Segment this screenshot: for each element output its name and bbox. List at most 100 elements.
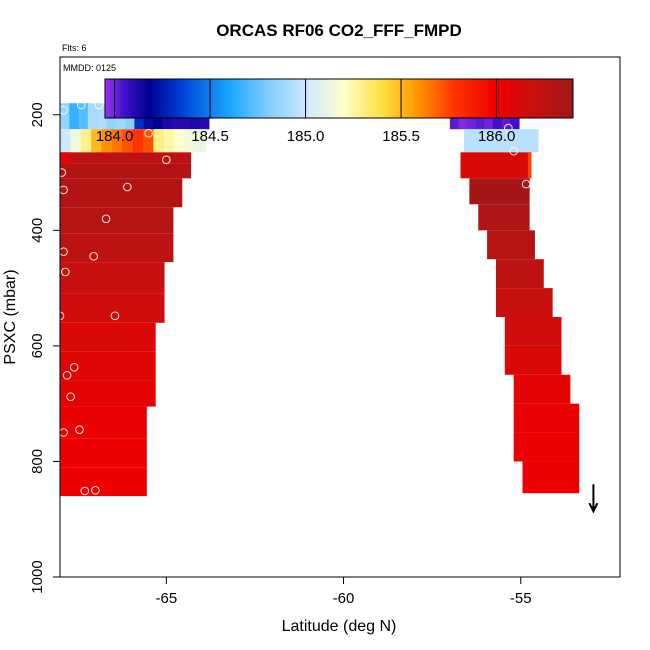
heat-cell	[464, 129, 539, 153]
sample-point	[76, 100, 86, 110]
sample-point	[123, 182, 132, 192]
heat-cell	[469, 178, 530, 205]
sample-point	[69, 362, 79, 372]
y-axis-label: PSXC (mbar)	[2, 269, 19, 364]
heat-cell	[70, 129, 82, 153]
sample-point	[574, 351, 584, 361]
profile-north	[449, 97, 599, 514]
heat-cell	[60, 152, 192, 164]
heat-cell	[60, 233, 174, 263]
x-axis-label: Latitude (deg N)	[282, 618, 397, 635]
heat-cell	[80, 129, 92, 153]
heat-cell	[111, 129, 123, 153]
sample-point	[550, 241, 559, 251]
heat-cell	[78, 103, 89, 130]
heat-cell	[60, 438, 147, 468]
sample-point	[110, 311, 120, 321]
x-tick-label: -60	[333, 590, 355, 607]
x-tick-label: -65	[155, 590, 177, 607]
heat-cell	[60, 152, 71, 164]
heat-cell	[132, 129, 144, 153]
heat-cell	[97, 103, 108, 130]
heat-cell	[504, 317, 562, 346]
sample-point	[578, 380, 588, 389]
sample-point	[535, 207, 545, 217]
heat-cell	[69, 103, 80, 130]
sample-point	[80, 486, 90, 496]
sample-point	[585, 370, 595, 380]
sample-point	[94, 100, 104, 110]
sample-point	[566, 291, 575, 300]
date-note: MMDD: 0125	[63, 63, 116, 73]
y-tick-label: 400	[29, 218, 46, 243]
sample-point	[66, 392, 75, 402]
colorbar-gradient	[104, 78, 574, 119]
heat-cell	[527, 152, 532, 179]
sample-point	[589, 434, 598, 443]
sample-point	[509, 146, 518, 156]
plot-area	[55, 97, 599, 514]
x-axis: -65 -60 -55	[155, 577, 532, 607]
heat-cell	[91, 129, 103, 153]
y-tick-label: 1000	[29, 560, 46, 593]
heat-cell	[60, 406, 147, 439]
heat-cell	[478, 204, 530, 231]
heat-cell	[60, 322, 156, 352]
profile-south	[55, 100, 214, 497]
sample-point	[61, 267, 70, 277]
heat-cell	[60, 163, 192, 179]
sample-point	[504, 123, 513, 133]
y-tick-label: 800	[29, 449, 46, 474]
heat-cell	[60, 178, 183, 208]
heat-cell	[194, 129, 206, 153]
y-axis: 200 400 600 800 1000	[29, 102, 60, 594]
y-tick-label: 200	[29, 102, 46, 127]
heat-cell	[101, 129, 113, 153]
heat-cell	[487, 230, 535, 260]
heat-cell	[60, 103, 70, 130]
sample-point	[89, 252, 98, 261]
heat-cell	[60, 467, 147, 497]
sample-point	[162, 155, 171, 165]
heat-cell	[513, 403, 580, 433]
heat-cell	[495, 288, 553, 317]
heat-cell	[60, 129, 71, 153]
y-tick-label: 600	[29, 333, 46, 358]
heat-cell	[513, 432, 580, 462]
heat-cell	[60, 293, 165, 323]
colorbar-tick-label: 185.0	[287, 128, 325, 145]
heat-cell	[513, 374, 571, 404]
sample-point	[101, 214, 111, 224]
colorbar-tick-label: 184.5	[191, 128, 229, 145]
heat-cell	[163, 129, 175, 153]
chart-title: ORCAS RF06 CO2_FFF_FMPD	[216, 21, 462, 40]
sample-point	[569, 311, 579, 321]
heat-cell	[460, 152, 532, 179]
sample-point	[144, 128, 153, 138]
direction-arrow	[588, 484, 599, 514]
colorbar-tick-label: 184.0	[96, 128, 134, 145]
colorbar-tick-label: 186.0	[478, 128, 516, 145]
heat-cell	[60, 351, 156, 381]
colorbar-tick-label: 185.5	[382, 128, 420, 145]
sample-point	[557, 273, 566, 283]
plot-frame	[59, 56, 621, 578]
sample-point	[580, 319, 589, 329]
flights-note: Flts: 6	[62, 43, 87, 53]
sample-point	[587, 471, 596, 481]
colorbar: MMDD: 0125 184.0 184.5 185.0 185.5 186.0	[63, 63, 574, 145]
heat-cell	[174, 129, 186, 153]
heat-cell	[87, 103, 98, 130]
heat-cell	[153, 129, 165, 153]
sample-point	[521, 179, 531, 189]
heat-cell	[122, 129, 134, 153]
sample-point	[582, 425, 591, 434]
heat-cell	[522, 461, 580, 494]
sample-point	[75, 425, 84, 434]
heat-cell	[184, 129, 196, 153]
sample-point	[62, 371, 72, 380]
heat-cell	[60, 207, 174, 234]
sample-point	[57, 168, 67, 177]
heat-cell	[143, 129, 155, 153]
